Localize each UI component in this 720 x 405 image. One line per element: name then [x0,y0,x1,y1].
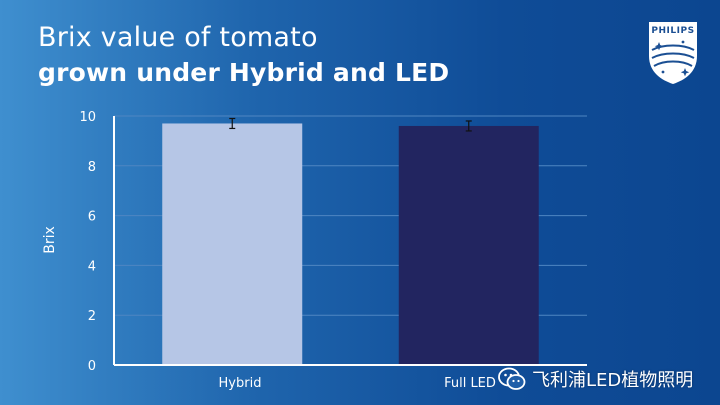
y-axis-label: Brix [42,226,58,254]
y-tick-label: 0 [88,359,96,374]
bar-hybrid [162,123,303,365]
y-tick-label: 4 [88,259,96,274]
philips-logo: PHILIPS [645,20,701,86]
philips-shield-icon [649,22,697,84]
y-tick-label: 8 [88,160,96,175]
philips-wordmark: PHILIPS [651,26,695,36]
wechat-icon [498,367,526,390]
watermark: 飞利浦LED植物照明 [498,364,693,394]
x-tick-label: Hybrid [219,376,262,391]
x-tick-label: Full LED [444,376,496,391]
y-tick-label: 6 [88,210,96,225]
chart-title-line1: Brix value of tomato [38,22,318,53]
bar-full-led [398,125,539,366]
y-tick-label: 10 [79,110,96,125]
chart-title-line2: grown under Hybrid and LED [38,58,450,87]
watermark-text: 飞利浦LED植物照明 [532,370,694,391]
y-tick-label: 2 [88,309,96,324]
